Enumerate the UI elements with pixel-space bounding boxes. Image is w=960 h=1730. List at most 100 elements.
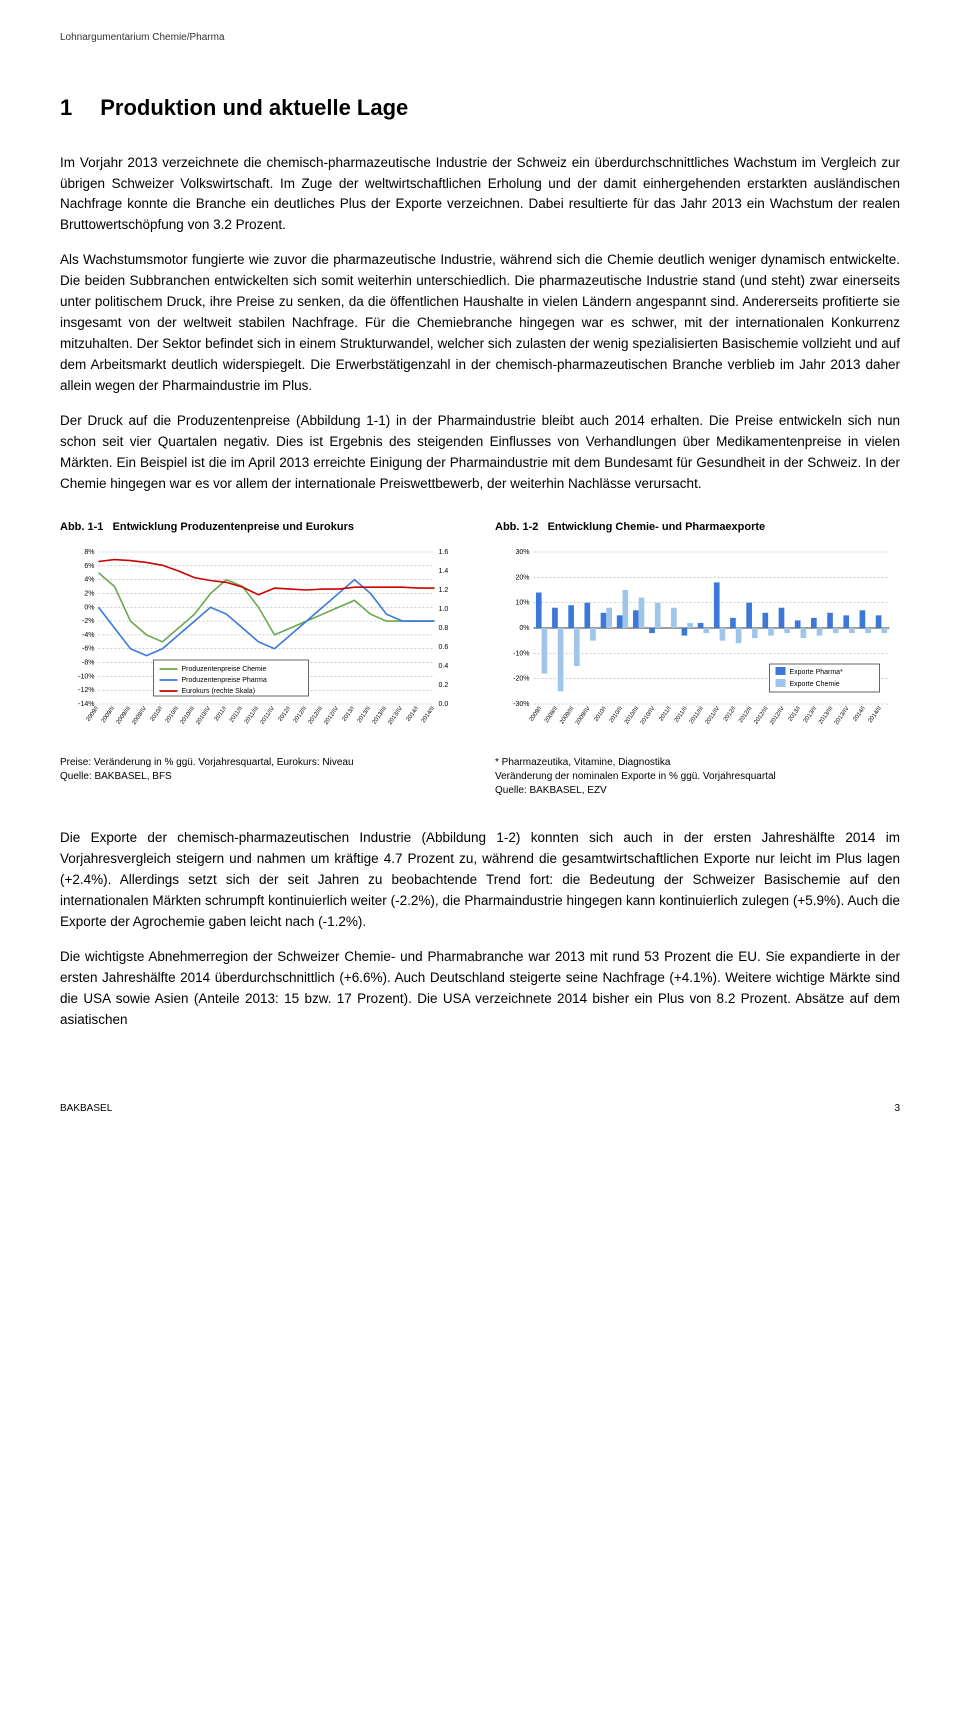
svg-text:6%: 6% (84, 563, 94, 570)
svg-text:2013/III: 2013/III (818, 706, 835, 726)
svg-text:2012/II: 2012/II (738, 706, 754, 725)
svg-text:2013/II: 2013/II (803, 706, 819, 725)
svg-text:1.0: 1.0 (439, 606, 449, 613)
svg-text:0.4: 0.4 (439, 663, 449, 670)
svg-text:2011/I: 2011/I (658, 706, 672, 723)
svg-text:2013/I: 2013/I (788, 706, 803, 723)
chart-2-title: Abb. 1-2 Entwicklung Chemie- und Pharmae… (495, 519, 900, 536)
svg-text:2010/III: 2010/III (624, 706, 641, 726)
svg-text:Produzentenpreise Pharma: Produzentenpreise Pharma (182, 677, 267, 684)
svg-text:1.6: 1.6 (439, 549, 449, 556)
svg-text:2012/I: 2012/I (723, 706, 738, 723)
chart-2-container: Abb. 1-2 Entwicklung Chemie- und Pharmae… (495, 519, 900, 746)
section-number: 1 (60, 91, 72, 125)
svg-text:2012/IV: 2012/IV (323, 706, 340, 726)
svg-text:10%: 10% (515, 600, 529, 607)
caption-1-line2: Quelle: BAKBASEL, BFS (60, 770, 465, 784)
svg-text:0%: 0% (519, 625, 529, 632)
charts-row: Abb. 1-1 Entwicklung Produzentenpreise u… (60, 519, 900, 746)
svg-text:2010/II: 2010/II (609, 706, 625, 725)
svg-text:0.0: 0.0 (439, 701, 449, 708)
paragraph-5: Die wichtigste Abnehmerregion der Schwei… (60, 947, 900, 1031)
svg-text:2011/IV: 2011/IV (260, 706, 277, 726)
svg-text:Produzentenpreise Chemie: Produzentenpreise Chemie (182, 666, 267, 673)
caption-row: Preise: Veränderung in % ggü. Vorjahresq… (60, 756, 900, 798)
svg-text:2010/II: 2010/II (165, 706, 181, 725)
svg-text:0%: 0% (84, 605, 94, 612)
svg-text:2010/I: 2010/I (593, 706, 608, 723)
svg-text:2%: 2% (84, 591, 94, 598)
svg-text:2012/I: 2012/I (278, 706, 293, 723)
svg-text:2009/I: 2009/I (86, 706, 101, 723)
svg-text:0.2: 0.2 (439, 682, 449, 689)
svg-text:2009/I: 2009/I (529, 706, 544, 723)
svg-text:30%: 30% (515, 549, 529, 556)
chart-2-title-text: Entwicklung Chemie- und Pharmaexporte (548, 521, 766, 533)
svg-text:1.2: 1.2 (439, 587, 449, 594)
svg-text:2011/II: 2011/II (229, 706, 244, 724)
chart-2: -30% -20% -10% 0% 10% 20% 30% 2009/I2009/II2009… (495, 546, 900, 746)
svg-text:2009/II: 2009/II (544, 706, 560, 725)
svg-text:0.8: 0.8 (439, 625, 449, 632)
caption-1-line1: Preise: Veränderung in % ggü. Vorjahresq… (60, 756, 465, 770)
svg-text:-12%: -12% (78, 688, 94, 695)
svg-text:2010/IV: 2010/IV (195, 706, 212, 726)
chart-2-caption: * Pharmazeutika, Vitamine, Diagnostika V… (495, 756, 900, 798)
paragraph-3: Der Druck auf die Produzentenpreise (Abb… (60, 411, 900, 495)
svg-text:2011/III: 2011/III (689, 706, 705, 726)
svg-text:Exporte Pharma*: Exporte Pharma* (790, 669, 844, 676)
svg-text:Eurokurs (rechte Skala): Eurokurs (rechte Skala) (182, 688, 256, 695)
svg-text:2009/IV: 2009/IV (131, 706, 148, 726)
svg-text:-30%: -30% (513, 701, 529, 708)
svg-text:2013/IV: 2013/IV (834, 706, 851, 726)
svg-text:-10%: -10% (78, 674, 94, 681)
footer-page-number: 3 (894, 1101, 900, 1117)
chart-1: -14%-12%-10%-8%-6%-4%-2%0%2%4%6%8%0.00.2… (60, 546, 465, 746)
svg-text:-10%: -10% (513, 651, 529, 658)
svg-text:2013/II: 2013/II (357, 706, 373, 725)
footer-left: BAKBASEL (60, 1101, 112, 1117)
chart-1-container: Abb. 1-1 Entwicklung Produzentenpreise u… (60, 519, 465, 746)
svg-text:Exporte Chemie: Exporte Chemie (790, 681, 840, 688)
section-title-text: Produktion und aktuelle Lage (100, 95, 408, 120)
svg-text:2009/II: 2009/II (101, 706, 117, 725)
svg-text:2014/II: 2014/II (868, 706, 884, 725)
paragraph-1: Im Vorjahr 2013 verzeichnete die chemisc… (60, 153, 900, 237)
svg-text:2014/I: 2014/I (852, 706, 867, 723)
svg-text:2010/IV: 2010/IV (640, 706, 657, 726)
section-heading: 1 Produktion und aktuelle Lage (60, 91, 900, 125)
svg-text:-8%: -8% (82, 660, 94, 667)
svg-text:-20%: -20% (513, 676, 529, 683)
svg-text:20%: 20% (515, 575, 529, 582)
svg-text:2013/IV: 2013/IV (387, 706, 404, 726)
caption-2-line1: * Pharmazeutika, Vitamine, Diagnostika (495, 756, 900, 770)
chart-1-caption: Preise: Veränderung in % ggü. Vorjahresq… (60, 756, 465, 798)
svg-text:-2%: -2% (82, 619, 94, 626)
svg-text:8%: 8% (84, 549, 94, 556)
chart-1-prefix: Abb. 1-1 (60, 521, 103, 533)
page-footer: BAKBASEL 3 (60, 1101, 900, 1117)
svg-text:-6%: -6% (82, 646, 94, 653)
svg-text:2014/I: 2014/I (406, 706, 421, 723)
page-header: Lohnargumentarium Chemie/Pharma (60, 30, 900, 46)
chart-1-title: Abb. 1-1 Entwicklung Produzentenpreise u… (60, 519, 465, 536)
svg-text:0.6: 0.6 (439, 644, 449, 651)
svg-text:2011/IV: 2011/IV (705, 706, 722, 726)
svg-text:2011/III: 2011/III (244, 706, 260, 726)
svg-text:2012/III: 2012/III (308, 706, 325, 726)
svg-text:2014/II: 2014/II (421, 706, 437, 725)
caption-2-line2: Veränderung der nominalen Exporte in % g… (495, 770, 900, 784)
svg-text:2012/III: 2012/III (753, 706, 770, 726)
svg-text:2013/III: 2013/III (372, 706, 389, 726)
svg-text:2012/II: 2012/II (293, 706, 309, 725)
svg-text:1.4: 1.4 (439, 568, 449, 575)
svg-text:2009/III: 2009/III (559, 706, 576, 726)
caption-2-line3: Quelle: BAKBASEL, EZV (495, 784, 900, 798)
paragraph-4: Die Exporte der chemisch-pharmazeutische… (60, 828, 900, 933)
svg-text:2013/I: 2013/I (342, 706, 357, 723)
svg-text:-14%: -14% (78, 701, 94, 708)
svg-text:-4%: -4% (82, 632, 94, 639)
svg-text:2009/III: 2009/III (116, 706, 133, 726)
chart-1-title-text: Entwicklung Produzentenpreise und Euroku… (113, 521, 354, 533)
paragraph-2: Als Wachstumsmotor fungierte wie zuvor d… (60, 250, 900, 396)
